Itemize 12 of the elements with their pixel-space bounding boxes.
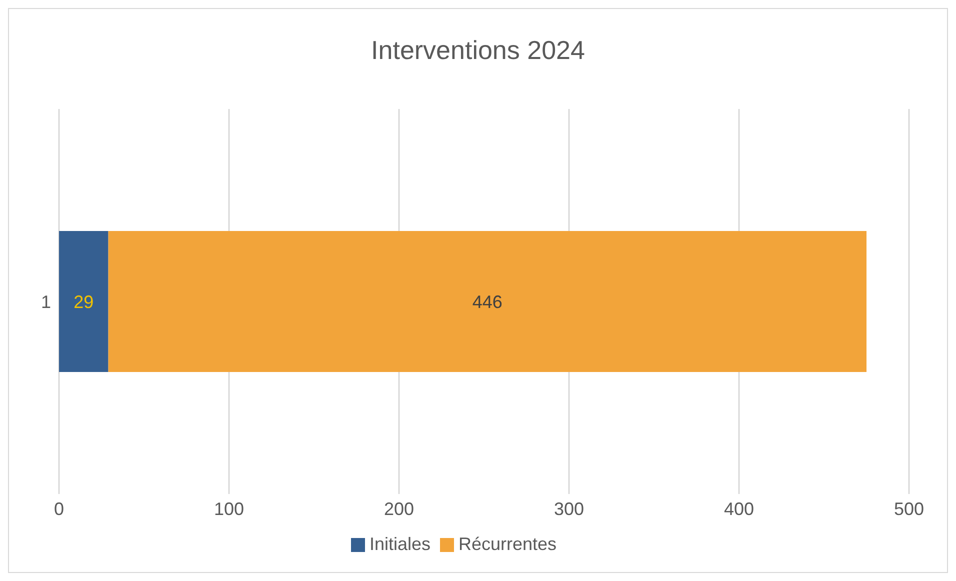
legend-label: Initiales — [369, 534, 430, 554]
chart-title: Interventions 2024 — [370, 34, 586, 67]
x-tick-label: 200 — [384, 498, 414, 519]
x-tick-label: 500 — [894, 498, 924, 519]
data-label: 29 — [74, 292, 94, 312]
data-label: 446 — [472, 292, 502, 312]
x-tick-label: 100 — [214, 498, 244, 519]
x-tick-label: 400 — [724, 498, 754, 519]
legend-label: Récurrentes — [458, 534, 557, 554]
y-tick-label: 1 — [40, 292, 51, 312]
x-tick-label: 0 — [54, 498, 64, 519]
x-tick-label: 300 — [554, 498, 584, 519]
